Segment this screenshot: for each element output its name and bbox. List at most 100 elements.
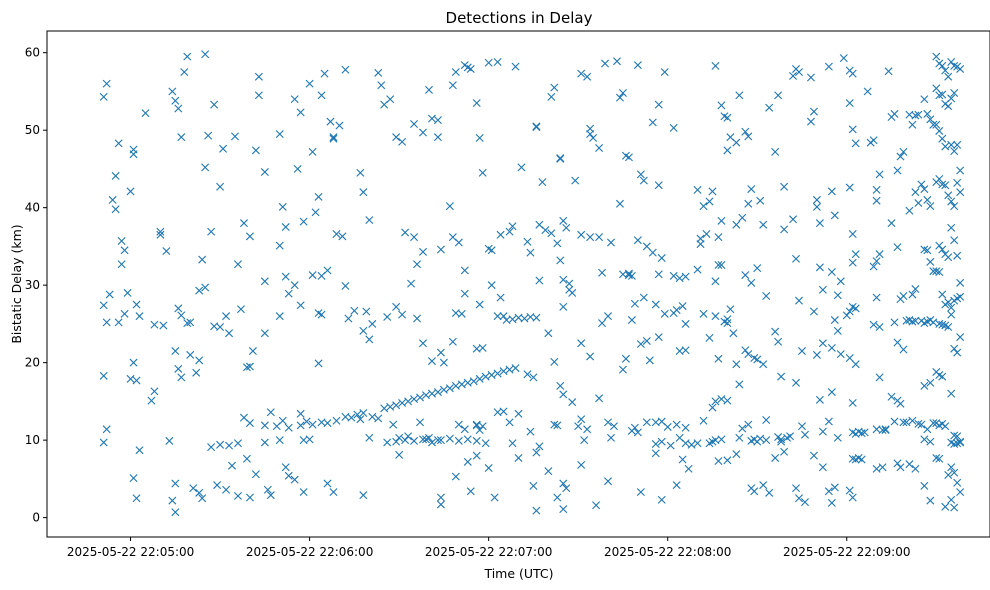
data-point-marker: [908, 317, 917, 326]
data-point-marker: [800, 498, 809, 507]
data-point-marker: [553, 421, 562, 430]
data-point-marker: [451, 381, 460, 390]
data-point-marker: [204, 131, 213, 140]
data-point-marker: [630, 299, 639, 308]
data-point-marker: [460, 266, 469, 275]
data-point-marker: [944, 298, 953, 307]
data-point-marker: [365, 216, 374, 225]
data-point-marker: [260, 277, 269, 286]
data-point-marker: [780, 225, 789, 234]
data-point-marker: [189, 484, 198, 493]
data-point-marker: [568, 288, 577, 297]
data-point-marker: [150, 387, 159, 396]
data-point-marker: [308, 420, 317, 429]
data-point-marker: [556, 154, 565, 163]
data-point-marker: [323, 266, 332, 275]
data-point-marker: [777, 435, 786, 444]
data-point-marker: [741, 346, 750, 355]
data-point-marker: [195, 286, 204, 295]
data-point-marker: [818, 285, 827, 294]
data-point-marker: [884, 67, 893, 76]
data-point-marker: [102, 318, 111, 327]
data-point-marker: [433, 133, 442, 142]
data-point-marker: [824, 62, 833, 71]
data-point-marker: [860, 428, 869, 437]
data-point-marker: [559, 505, 568, 514]
data-point-marker: [711, 277, 720, 286]
data-point-marker: [419, 128, 427, 137]
data-point-marker: [932, 52, 941, 61]
data-point-marker: [514, 409, 523, 418]
data-point-marker: [550, 357, 559, 366]
data-point-marker: [920, 185, 929, 194]
data-point-marker: [899, 345, 908, 354]
data-point-marker: [950, 236, 959, 245]
data-point-marker: [950, 431, 959, 440]
data-point-marker: [956, 438, 965, 447]
data-point-marker: [827, 343, 836, 352]
data-point-marker: [463, 435, 472, 444]
data-point-marker: [911, 464, 920, 473]
data-point-marker: [672, 305, 681, 314]
data-point-marker: [938, 61, 947, 70]
data-point-marker: [499, 367, 508, 376]
data-point-marker: [950, 61, 959, 70]
data-point-marker: [944, 102, 953, 111]
data-point-marker: [233, 491, 242, 500]
data-point-marker: [956, 333, 965, 342]
data-point-marker: [705, 333, 714, 342]
data-point-marker: [132, 494, 141, 503]
data-point-marker: [627, 271, 636, 280]
data-point-marker: [926, 437, 935, 446]
data-point-marker: [314, 192, 323, 201]
data-point-marker: [815, 395, 824, 404]
data-point-marker: [926, 378, 935, 387]
data-point-marker: [789, 215, 798, 224]
data-point-marker: [174, 304, 183, 313]
data-point-marker: [857, 455, 866, 464]
data-point-marker: [538, 178, 547, 187]
data-point-marker: [956, 188, 965, 197]
data-point-marker: [99, 371, 108, 380]
data-point-marker: [245, 493, 254, 502]
data-point-marker: [135, 312, 144, 321]
data-point-marker: [478, 168, 487, 177]
data-point-marker: [413, 260, 422, 269]
data-point-marker: [559, 390, 568, 399]
data-point-marker: [481, 439, 490, 448]
data-point-marker: [245, 232, 254, 241]
data-point-marker: [577, 69, 586, 78]
data-point-marker: [398, 398, 407, 407]
data-point-marker: [278, 202, 287, 211]
data-point-marker: [956, 64, 965, 73]
data-point-marker: [383, 312, 392, 321]
data-point-marker: [878, 463, 887, 472]
data-point-marker: [950, 503, 959, 512]
data-point-marker: [744, 199, 753, 208]
data-point-marker: [472, 436, 481, 445]
data-point-marker: [908, 290, 917, 299]
data-point-marker: [890, 417, 899, 426]
data-point-marker: [654, 270, 663, 279]
data-point-marker: [493, 312, 502, 321]
data-point-marker: [565, 279, 574, 288]
data-point-marker: [198, 494, 207, 503]
data-point-marker: [222, 312, 231, 321]
data-point-marker: [845, 354, 854, 362]
data-point-marker: [926, 257, 935, 266]
data-point-marker: [717, 101, 726, 110]
data-point-marker: [714, 261, 723, 270]
data-point-marker: [699, 202, 708, 211]
data-point-marker: [231, 132, 239, 141]
data-point-marker: [359, 491, 368, 500]
data-point-marker: [708, 403, 717, 412]
data-point-marker: [407, 279, 416, 288]
data-point-marker: [681, 319, 690, 328]
data-point-marker: [595, 233, 604, 242]
data-point-marker: [290, 95, 299, 104]
data-point-marker: [529, 373, 538, 382]
data-point-marker: [941, 66, 950, 75]
data-point-marker: [598, 268, 607, 277]
data-point-marker: [687, 440, 696, 449]
